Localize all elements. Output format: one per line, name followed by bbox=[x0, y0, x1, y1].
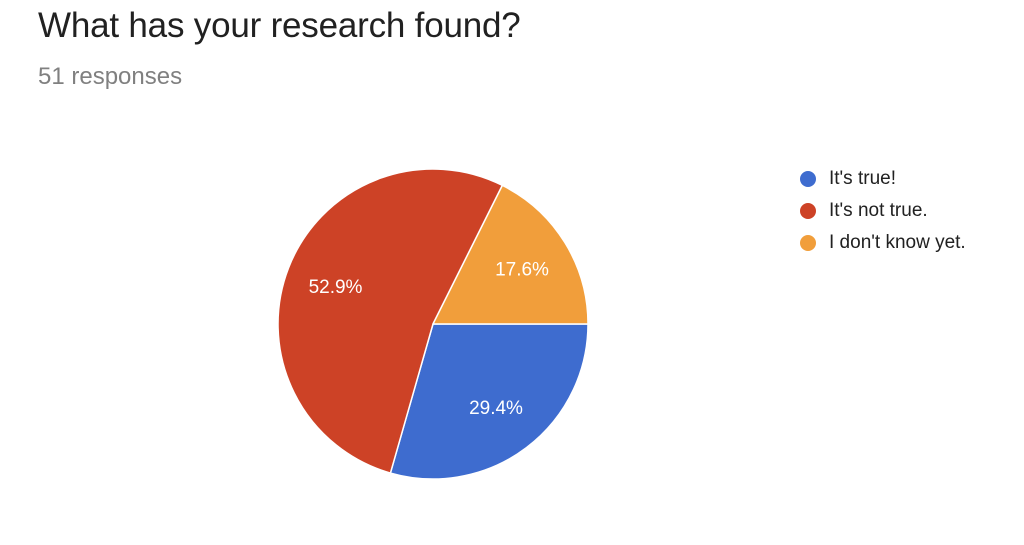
chart-legend: It's true! It's not true. I don't know y… bbox=[800, 163, 966, 259]
legend-item: I don't know yet. bbox=[800, 227, 966, 259]
legend-swatch-icon bbox=[800, 203, 816, 219]
legend-item: It's not true. bbox=[800, 195, 966, 227]
legend-swatch-icon bbox=[800, 171, 816, 187]
legend-label: I don't know yet. bbox=[829, 232, 966, 253]
pie-chart: 29.4% 52.9% 17.6% bbox=[277, 168, 589, 480]
pie-slice-1[interactable] bbox=[277, 168, 504, 474]
question-title: What has your research found? bbox=[38, 6, 521, 45]
pie-slice-label-0: 29.4% bbox=[469, 398, 523, 419]
legend-swatch-icon bbox=[800, 235, 816, 251]
legend-label: It's not true. bbox=[829, 200, 928, 221]
response-count: 51 responses bbox=[38, 63, 183, 90]
pie-slice-0[interactable] bbox=[389, 323, 589, 480]
pie-slice-label-1: 52.9% bbox=[309, 277, 363, 298]
pie-slice-label-2: 17.6% bbox=[495, 260, 549, 281]
legend-label: It's true! bbox=[829, 168, 896, 189]
legend-item: It's true! bbox=[800, 163, 966, 195]
pie-slice-2[interactable] bbox=[432, 184, 589, 325]
